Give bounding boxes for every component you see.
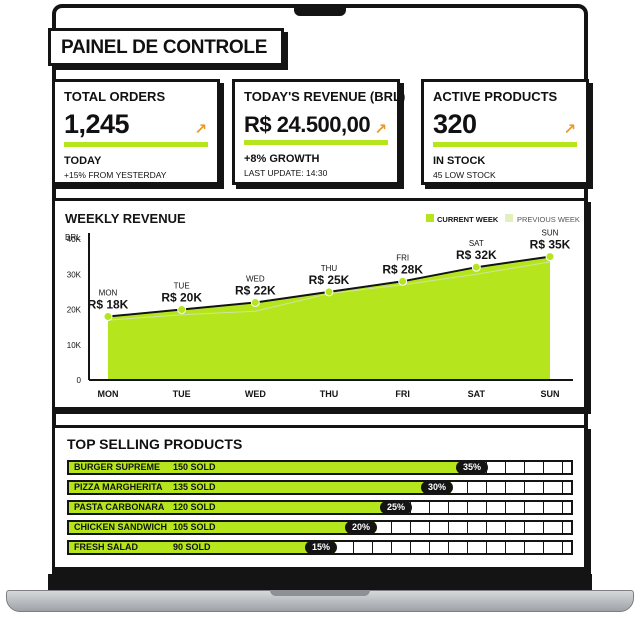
x-tick-label: TUE bbox=[173, 389, 191, 399]
product-percent-badge: 30% bbox=[421, 481, 454, 494]
data-point bbox=[398, 276, 408, 286]
data-label: R$ 35K bbox=[530, 238, 571, 252]
stat-label: TODAY'S REVENUE (BRL) bbox=[244, 89, 406, 104]
data-point-day: WED bbox=[246, 274, 265, 283]
data-label: R$ 22K bbox=[235, 283, 276, 297]
product-sold: 120 SOLD bbox=[173, 502, 216, 512]
y-tick-label: 0 bbox=[77, 376, 82, 385]
data-point-day: FRI bbox=[396, 253, 409, 262]
product-bar-fill bbox=[69, 542, 335, 553]
data-point bbox=[471, 262, 481, 272]
laptop-bottom-bezel bbox=[48, 574, 592, 594]
x-tick-label: THU bbox=[320, 389, 339, 399]
stat-note: +15% FROM YESTERDAY bbox=[64, 170, 167, 180]
product-row[interactable]: PIZZA MARGHERITA 135 SOLD 30% bbox=[67, 480, 573, 495]
data-point-day: SAT bbox=[469, 239, 484, 248]
data-label: R$ 28K bbox=[382, 262, 423, 276]
data-label: R$ 18K bbox=[88, 298, 129, 312]
stat-value: 320 bbox=[433, 109, 477, 139]
product-name: PASTA CARBONARA bbox=[74, 502, 165, 512]
stat-sub: IN STOCK bbox=[433, 155, 486, 167]
camera-notch bbox=[294, 4, 346, 16]
stat-value: 1,245 bbox=[64, 109, 130, 139]
x-tick-label: WED bbox=[245, 389, 266, 399]
product-row[interactable]: PASTA CARBONARA 120 SOLD 25% bbox=[67, 500, 573, 515]
laptop-base-groove bbox=[270, 590, 370, 596]
top-products-panel: TOP SELLING PRODUCTS BURGER SUPREME 150 S… bbox=[52, 425, 587, 570]
y-tick-label: 20K bbox=[67, 306, 82, 315]
product-bar-fill bbox=[69, 462, 486, 473]
product-name: BURGER SUPREME bbox=[74, 462, 161, 472]
stat-sub: +8% GROWTH bbox=[244, 153, 320, 165]
current-week-area bbox=[108, 256, 550, 380]
product-sold: 90 SOLD bbox=[173, 542, 211, 552]
stat-value: R$ 24.500,00 bbox=[244, 112, 371, 137]
legend-swatch-previous bbox=[505, 214, 513, 222]
y-tick-label: 30K bbox=[67, 270, 82, 279]
stat-card-total-orders[interactable]: TOTAL ORDERS 1,245 ↗ TODAY +15% FROM YES… bbox=[52, 79, 220, 185]
data-point-day: TUE bbox=[174, 282, 190, 291]
data-point bbox=[250, 297, 260, 307]
data-point bbox=[545, 252, 555, 262]
stat-label: ACTIVE PRODUCTS bbox=[433, 89, 558, 104]
data-point bbox=[103, 312, 113, 322]
chart-title: WEEKLY REVENUE bbox=[65, 211, 186, 226]
x-tick-label: FRI bbox=[395, 389, 410, 399]
legend-swatch-current bbox=[426, 214, 434, 222]
product-percent-badge: 20% bbox=[345, 521, 378, 534]
top-products-list: BURGER SUPREME 150 SOLD 35% PIZZA MARGHERIT… bbox=[67, 460, 573, 555]
y-tick-label: 40K bbox=[67, 235, 82, 244]
page-title-box: PAINEL DE CONTROLE bbox=[48, 28, 284, 66]
stat-accent-bar bbox=[64, 142, 208, 147]
product-bar-fill bbox=[69, 522, 375, 533]
stat-note: 45 LOW STOCK bbox=[433, 170, 496, 180]
data-label: R$ 25K bbox=[309, 273, 350, 287]
stat-note: LAST UPDATE: 14:30 bbox=[244, 168, 328, 178]
legend-label-current: CURRENT WEEK bbox=[437, 215, 499, 224]
product-row[interactable]: FRESH SALAD 90 SOLD 15% bbox=[67, 540, 573, 555]
product-percent-badge: 25% bbox=[380, 501, 413, 514]
stat-sub: TODAY bbox=[64, 155, 102, 167]
stat-label: TOTAL ORDERS bbox=[64, 89, 166, 104]
product-bar-fill bbox=[69, 482, 451, 493]
stat-card-revenue[interactable]: TODAY'S REVENUE (BRL) R$ 24.500,00 ↗ +8%… bbox=[232, 79, 406, 185]
y-axis-label: BRL bbox=[65, 233, 81, 242]
product-sold: 135 SOLD bbox=[173, 482, 216, 492]
top-products-title: TOP SELLING PRODUCTS bbox=[67, 436, 243, 452]
weekly-revenue-chart-panel: WEEKLY REVENUE CURRENT WEEK PREVIOUS WEEK B… bbox=[52, 198, 587, 410]
data-point-day: SUN bbox=[542, 229, 559, 238]
data-point-day: THU bbox=[321, 264, 338, 273]
stat-accent-bar bbox=[433, 142, 577, 147]
data-point-day: MON bbox=[99, 289, 118, 298]
product-sold: 150 SOLD bbox=[173, 462, 216, 472]
x-tick-label: SAT bbox=[468, 389, 486, 399]
weekly-revenue-chart: WEEKLY REVENUE CURRENT WEEK PREVIOUS WEEK B… bbox=[65, 211, 580, 399]
trend-up-arrow-icon: ↗ bbox=[194, 121, 207, 138]
product-name: CHICKEN SANDWICH bbox=[74, 522, 167, 532]
product-name: FRESH SALAD bbox=[74, 542, 139, 552]
product-row[interactable]: BURGER SUPREME 150 SOLD 35% bbox=[67, 460, 573, 475]
product-sold: 105 SOLD bbox=[173, 522, 216, 532]
data-label: R$ 20K bbox=[161, 291, 202, 305]
data-point bbox=[324, 287, 334, 297]
product-bar-fill bbox=[69, 502, 410, 513]
data-point bbox=[177, 305, 187, 314]
product-row[interactable]: CHICKEN SANDWICH 105 SOLD 20% bbox=[67, 520, 573, 535]
legend-label-previous: PREVIOUS WEEK bbox=[517, 215, 580, 224]
product-name: PIZZA MARGHERITA bbox=[74, 482, 163, 492]
x-tick-label: SUN bbox=[540, 389, 559, 399]
product-percent-badge: 35% bbox=[456, 461, 489, 474]
stat-card-active-products[interactable]: ACTIVE PRODUCTS 320 ↗ IN STOCK 45 LOW ST… bbox=[421, 79, 589, 185]
trend-up-arrow-icon: ↗ bbox=[374, 121, 387, 138]
stat-accent-bar bbox=[244, 140, 388, 145]
x-tick-label: MON bbox=[98, 389, 119, 399]
y-tick-label: 10K bbox=[67, 341, 82, 350]
trend-up-arrow-icon: ↗ bbox=[563, 121, 576, 138]
page-title: PAINEL DE CONTROLE bbox=[61, 37, 268, 58]
data-label: R$ 32K bbox=[456, 248, 497, 262]
product-percent-badge: 15% bbox=[305, 541, 338, 554]
